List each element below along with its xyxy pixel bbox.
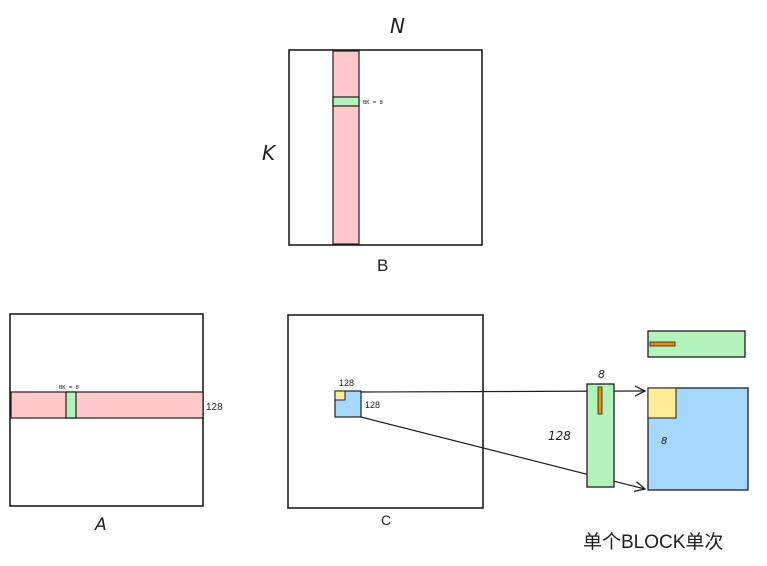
label-n: N xyxy=(390,14,405,38)
matrix-b: BK = 8 xyxy=(288,49,483,246)
matrix-c-block-tile xyxy=(334,390,362,418)
matrix-b-bk-label: BK = 8 xyxy=(363,100,383,106)
matrix-a-bk-tile xyxy=(65,391,77,419)
label-a: A xyxy=(94,515,107,535)
detail-a-thread-fragment xyxy=(597,386,603,415)
matrix-c-outline xyxy=(287,314,484,509)
label-c: C xyxy=(381,512,391,528)
matrix-c-tile-right-label: 128 xyxy=(365,400,380,410)
matrix-b-outline xyxy=(288,49,483,246)
detail-b-strip xyxy=(647,330,746,358)
detail-c-thread-tile xyxy=(647,387,677,419)
label-k: K xyxy=(262,141,277,165)
matrix-a-row-strip xyxy=(10,391,204,419)
detail-128-label: 128 xyxy=(548,429,571,443)
block-detail: 8 128 8 xyxy=(548,330,749,491)
caption: 单个BLOCK单次 xyxy=(583,531,723,553)
detail-blue-8-label: 8 xyxy=(661,436,667,447)
detail-b-thread-fragment xyxy=(649,341,676,347)
detail-top-8-label: 8 xyxy=(598,368,605,381)
matrix-c-tile-top-label: 128 xyxy=(339,378,354,388)
matrix-b-bk-tile xyxy=(332,96,360,107)
matrix-c: 128 128 xyxy=(287,314,484,509)
matrix-b-column-strip xyxy=(332,50,360,245)
label-b: B xyxy=(377,256,388,275)
matrix-a-rows-label: 128 xyxy=(206,402,223,413)
matrix-a: BK = 8 128 xyxy=(9,313,223,507)
matrix-c-thread-tile xyxy=(334,390,346,401)
matrix-a-bk-label: BK = 8 xyxy=(59,385,79,391)
